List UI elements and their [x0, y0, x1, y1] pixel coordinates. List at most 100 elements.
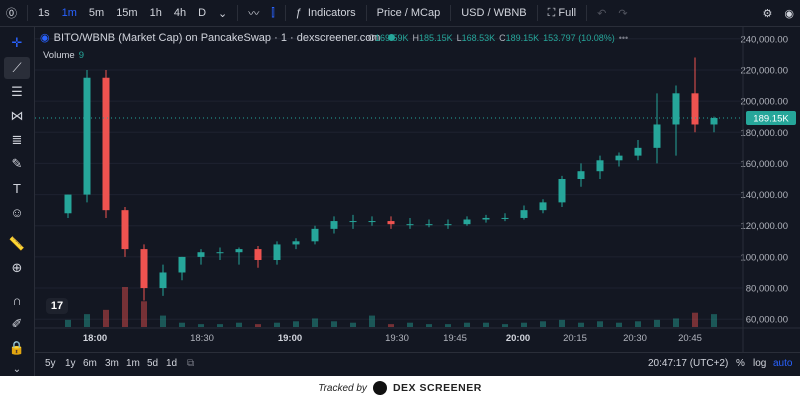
price-axis[interactable]: 240,000.00 220,000.00 200,000.00 180,000.00… — [35, 27, 800, 352]
volume-bar — [521, 322, 527, 327]
interval-1h[interactable]: 1h — [149, 7, 162, 19]
wbnb-label: WBNB — [493, 7, 527, 19]
divider — [586, 5, 588, 21]
interval-d[interactable]: D — [198, 7, 207, 19]
candle-body — [577, 171, 585, 179]
undo-icon[interactable]: ↶ — [597, 7, 607, 20]
range-1m[interactable]: 1m — [126, 358, 140, 369]
symbol-search-icon[interactable]: ⓪ — [6, 8, 17, 20]
candle-body — [197, 252, 205, 257]
zoom-in-icon[interactable]: ⊕ — [11, 260, 23, 275]
pitchfork-icon[interactable]: ⋈ — [10, 108, 24, 123]
candle-body — [463, 219, 471, 225]
price-tick-label: 60,000.00 — [746, 315, 788, 326]
tradingview-logo-icon[interactable]: 17 — [46, 298, 68, 314]
dexscreener-brand-text[interactable]: DEX SCREENER — [392, 382, 482, 394]
volume-bar — [673, 318, 679, 327]
settings-gear-icon[interactable]: ⚙ — [762, 7, 773, 20]
footer-attribution: Tracked by DEX SCREENER — [0, 376, 800, 400]
candle-body — [425, 224, 433, 226]
percent-scale-toggle[interactable]: % — [736, 358, 745, 369]
trend-line-icon[interactable]: ⟋ — [4, 57, 30, 79]
legend-toggle-icon[interactable]: ◉ — [40, 32, 50, 44]
mcap-label: MCap — [410, 7, 441, 19]
volume-bar — [407, 322, 413, 327]
range-5d[interactable]: 5d — [147, 358, 159, 369]
candle-body — [653, 124, 661, 148]
candle-body — [121, 210, 129, 250]
more-tools-chevron-icon[interactable]: ⌄ — [12, 363, 22, 375]
volume-bar — [84, 314, 90, 327]
volume-bar — [179, 322, 185, 327]
candle-body — [710, 118, 718, 125]
dexscreener-logo-icon — [372, 381, 387, 395]
ohlc-close: C189.15K — [499, 33, 540, 43]
clock-display[interactable]: 20:47:17 (UTC+2) — [648, 358, 729, 369]
candle-body — [501, 217, 509, 219]
redo-icon[interactable]: ↷ — [618, 7, 628, 20]
lock-icon[interactable]: 🔒 — [8, 340, 26, 355]
interval-4h[interactable]: 4h — [173, 7, 187, 19]
line-chart-type-icon[interactable]: 〰 — [248, 8, 260, 20]
legend-title: BITO/WBNB (Market Cap) on PancakeSwap · … — [53, 31, 381, 44]
candle-body — [102, 77, 110, 211]
price-label: Price — [376, 7, 402, 19]
volume-bar — [483, 322, 489, 327]
interval-dropdown-icon[interactable]: ⌄ — [218, 7, 228, 20]
range-6m[interactable]: 6m — [83, 358, 97, 369]
magnet-icon[interactable]: ∩ — [12, 292, 22, 308]
top-toolbar: ⓪ 1s 1m 5m 15m 1h 4h D ⌄ 〰 ⫿ ƒ Indicator… — [0, 0, 800, 27]
divider — [450, 5, 452, 21]
interval-5m[interactable]: 5m — [88, 7, 105, 19]
volume-bar — [103, 309, 109, 327]
interval-1s[interactable]: 1s — [38, 7, 50, 19]
interval-15m[interactable]: 15m — [116, 7, 138, 19]
volume-bar — [388, 324, 394, 327]
current-price-label: 189.15K — [753, 114, 789, 125]
range-1d[interactable]: 1d — [166, 358, 178, 369]
crosshair-icon[interactable]: ✛ — [11, 35, 23, 50]
volume-bar — [274, 322, 280, 327]
screenshot-camera-icon[interactable]: ◉ — [784, 7, 794, 20]
time-axis[interactable]: 18:00 18:30 19:00 19:30 19:45 20:00 20:15 20:30… — [83, 333, 702, 344]
emoji-icon[interactable]: ☺ — [10, 204, 24, 220]
range-3m[interactable]: 3m — [105, 358, 119, 369]
log-scale-toggle[interactable]: log — [753, 358, 767, 369]
ruler-icon[interactable]: 📏 — [8, 236, 26, 251]
ohlc-change: 153.797 (10.08%) — [543, 33, 615, 43]
divider — [365, 5, 367, 21]
lock-drawing-icon[interactable]: ✐ — [11, 316, 23, 331]
indicators-icon[interactable]: ƒ — [295, 7, 302, 19]
fib-retracement-icon[interactable]: ≣ — [11, 132, 23, 147]
price-tick-label: 120,000.00 — [740, 221, 788, 232]
candle-body — [539, 202, 547, 211]
volume-bar — [369, 315, 375, 327]
price-toggle[interactable]: Price / MCap — [376, 7, 441, 19]
volume-bar — [122, 287, 128, 327]
range-1y[interactable]: 1y — [65, 358, 76, 369]
candle-body — [672, 93, 680, 125]
candle-body — [140, 249, 148, 289]
indicators-button[interactable]: Indicators — [307, 7, 356, 19]
divider — [27, 5, 28, 21]
currency-toggle[interactable]: USD / WBNB — [461, 7, 527, 19]
candle-body — [273, 244, 281, 261]
candles-chart-type-icon[interactable]: ⫿ — [271, 6, 275, 19]
text-tool-icon[interactable]: T — [13, 180, 21, 196]
date-range-icon[interactable]: ⧉ — [187, 358, 195, 369]
volume-bar — [635, 321, 641, 327]
brush-icon[interactable]: ✎ — [11, 156, 23, 171]
price-chart[interactable]: 240,000.00 220,000.00 200,000.00 180,000.00… — [35, 27, 800, 352]
range-5y[interactable]: 5y — [45, 358, 56, 369]
horizontal-lines-icon[interactable]: ☰ — [11, 84, 23, 99]
legend-more-icon[interactable]: ••• — [618, 33, 629, 43]
left-drawing-toolbar: ✛ ⟋ ☰ ⋈ ≣ ✎ T ☺ 📏 ⊕ ∩ ✐ 🔒 ⌄ — [0, 27, 35, 376]
volume-bar — [65, 319, 71, 327]
interval-1m[interactable]: 1m — [61, 7, 77, 19]
auto-scale-toggle[interactable]: auto — [773, 358, 793, 369]
time-tick-label: 19:00 — [278, 333, 302, 344]
time-tick-label: 20:00 — [506, 333, 530, 344]
candle-body — [387, 221, 395, 225]
volume-bar — [654, 319, 660, 327]
fullscreen-button[interactable]: ⛶ Full — [547, 6, 577, 19]
